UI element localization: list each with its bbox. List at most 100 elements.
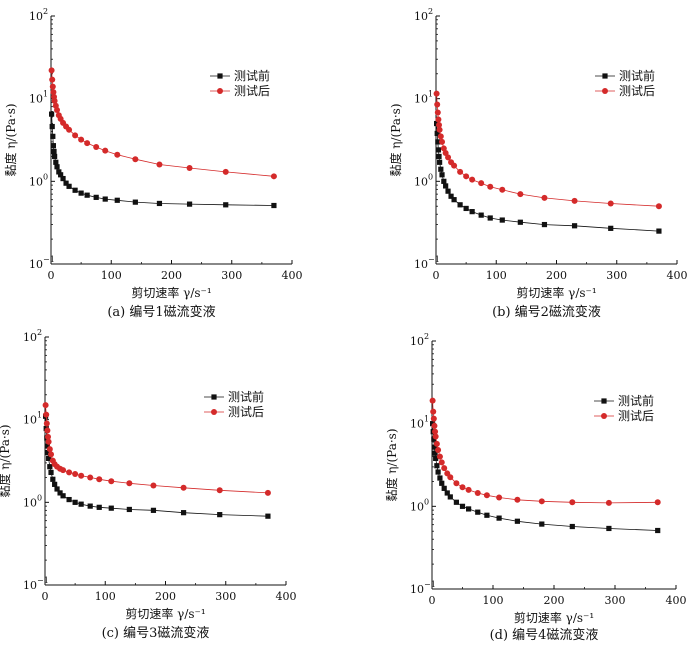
data-point: [435, 147, 442, 153]
data-point: [53, 159, 59, 165]
data-point: [102, 196, 108, 202]
x-tick-label: 0: [433, 269, 440, 282]
x-tick-label: 200: [155, 590, 176, 603]
data-point: [49, 111, 55, 117]
series-before: [49, 111, 277, 209]
data-point: [436, 153, 442, 160]
y-tick-label: 101: [23, 411, 42, 427]
x-tick-label: 300: [221, 269, 242, 282]
data-point: [45, 449, 51, 456]
data-point: [437, 159, 443, 165]
legend-marker: [211, 409, 217, 415]
data-point: [463, 173, 470, 180]
data-point: [569, 523, 575, 530]
data-point: [439, 138, 446, 145]
data-point: [45, 433, 52, 440]
data-point: [54, 486, 60, 492]
x-tick-label: 400: [282, 269, 303, 282]
data-point: [517, 219, 523, 225]
data-point: [63, 180, 69, 186]
data-point: [435, 469, 441, 475]
x-tick-label: 0: [48, 269, 55, 282]
series-after: [48, 67, 277, 180]
data-point: [499, 186, 506, 193]
data-point: [487, 183, 494, 190]
data-point: [93, 194, 99, 200]
data-point: [440, 145, 447, 152]
data-point: [96, 504, 102, 510]
x-tick-label: 200: [546, 269, 567, 282]
legend-label: 测试前: [234, 68, 270, 83]
data-point: [49, 76, 56, 83]
legend-marker: [601, 413, 607, 419]
data-point: [45, 438, 52, 445]
data-point: [126, 480, 133, 487]
data-point: [126, 506, 132, 513]
data-point: [93, 144, 100, 151]
x-tick-label: 300: [215, 590, 236, 603]
data-point: [475, 509, 481, 515]
data-point: [569, 499, 576, 506]
y-tick-label: 102: [29, 7, 48, 23]
x-tick-label: 100: [101, 269, 122, 282]
legend-marker: [602, 73, 608, 79]
y-tick-label: 102: [23, 328, 42, 344]
x-tick-label: 200: [544, 594, 565, 607]
legend-label: 测试后: [234, 83, 270, 98]
series-line: [436, 123, 659, 232]
data-point: [150, 482, 157, 489]
panel-caption: (b) 编号2磁流变液: [492, 304, 601, 320]
series-before: [43, 413, 271, 519]
data-point: [270, 173, 277, 180]
data-point: [78, 472, 85, 479]
legend-label: 测试前: [618, 393, 654, 408]
data-point: [430, 415, 437, 422]
data-point: [46, 455, 52, 461]
y-tick-label: 100: [23, 493, 42, 509]
data-point: [42, 402, 49, 409]
data-point: [52, 481, 58, 487]
x-tick-label: 300: [605, 594, 626, 607]
series-before: [434, 120, 662, 234]
data-point: [514, 518, 520, 524]
data-point: [474, 489, 481, 496]
legend-marker: [601, 398, 607, 404]
data-point: [514, 496, 521, 503]
data-point: [49, 123, 55, 130]
y-tick-label: 100: [29, 172, 48, 188]
y-axis-label: 黏度 η/(Pa·s): [384, 428, 399, 501]
data-point: [469, 209, 475, 215]
series-line: [45, 416, 268, 517]
data-point: [437, 133, 444, 140]
data-point: [186, 164, 193, 171]
x-tick-label: 300: [606, 269, 627, 282]
data-point: [72, 187, 78, 193]
panel-caption: (c) 编号3磁流变液: [102, 625, 210, 641]
data-point: [48, 67, 55, 74]
series-line: [51, 114, 274, 206]
data-point: [483, 492, 490, 499]
data-point: [445, 188, 451, 194]
x-tick-label: 200: [161, 269, 182, 282]
data-point: [445, 154, 452, 161]
data-point: [431, 436, 437, 442]
data-point: [87, 474, 94, 481]
data-point: [84, 140, 91, 147]
data-point: [156, 161, 163, 168]
data-point: [51, 148, 57, 155]
data-point: [132, 199, 138, 205]
data-point: [538, 498, 545, 505]
data-point: [433, 440, 440, 447]
data-point: [447, 474, 454, 481]
data-point: [430, 408, 437, 415]
data-point: [50, 476, 56, 482]
data-point: [108, 478, 115, 485]
data-point: [72, 499, 78, 505]
data-point: [441, 465, 448, 472]
data-point: [180, 484, 187, 491]
